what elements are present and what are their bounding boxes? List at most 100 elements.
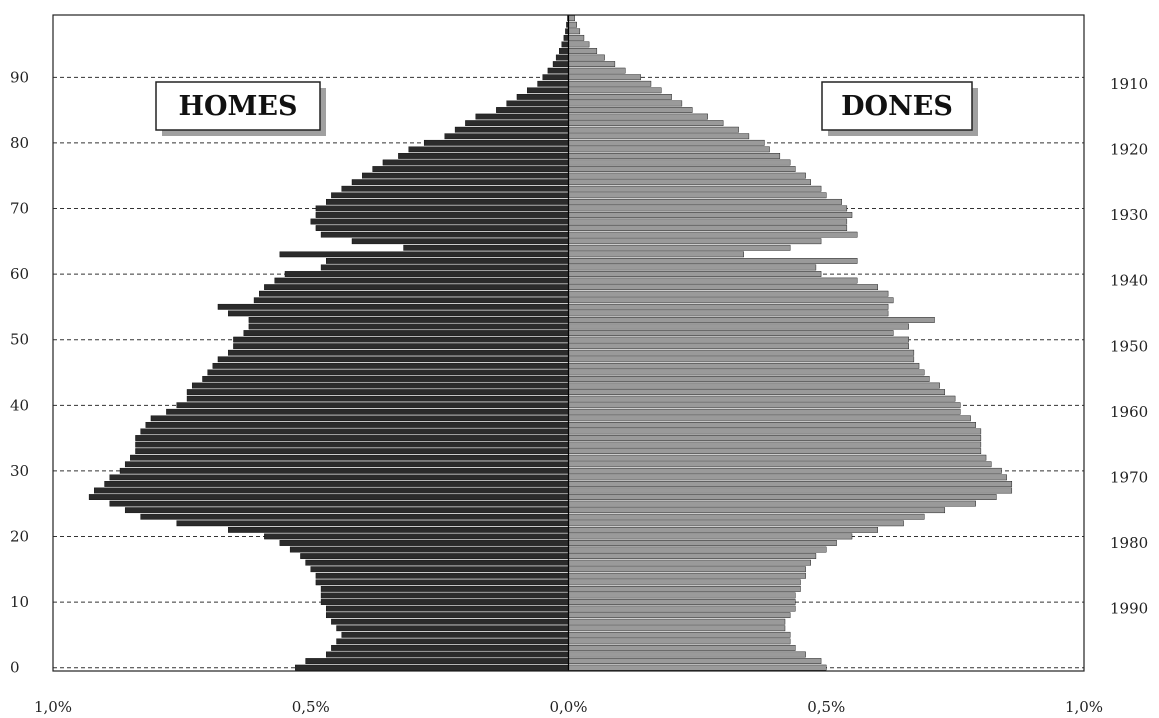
female-bar	[568, 61, 616, 67]
female-bar	[568, 599, 796, 605]
female-bar	[568, 540, 837, 546]
male-bar	[124, 507, 569, 514]
male-bar	[326, 198, 569, 205]
female-bar	[568, 231, 858, 238]
male-bar	[372, 166, 569, 172]
male-bar	[475, 113, 569, 120]
male-bar	[166, 408, 569, 415]
female-bar	[568, 258, 858, 264]
female-bar	[568, 323, 909, 330]
female-bar	[568, 133, 750, 140]
male-bar	[563, 34, 569, 41]
female-bar	[568, 297, 894, 304]
female-bar	[568, 467, 1002, 474]
female-bar	[568, 34, 585, 41]
female-bar	[568, 15, 575, 22]
female-bar	[568, 389, 946, 395]
male-bar	[176, 402, 569, 409]
female-bar	[568, 120, 724, 127]
male-bar	[444, 133, 569, 140]
male-bar	[552, 61, 569, 67]
male-bar	[300, 553, 569, 559]
male-bar	[279, 540, 569, 546]
male-bar	[362, 172, 569, 179]
female-bar	[568, 317, 935, 323]
female-bar	[568, 244, 791, 251]
male-bar	[341, 631, 569, 638]
male-bar	[555, 54, 569, 61]
male-bar	[326, 258, 569, 264]
male-bar	[331, 618, 569, 625]
age-tick-label: 90	[10, 68, 29, 86]
male-bar	[326, 605, 569, 612]
female-bar	[568, 369, 925, 376]
female-bar	[568, 153, 781, 159]
year-tick-label: 1920	[1110, 140, 1148, 158]
female-bar	[568, 139, 765, 146]
female-bar	[568, 21, 577, 28]
female-bar	[568, 572, 806, 579]
age-tick-label: 30	[10, 462, 29, 480]
female-bar	[568, 526, 878, 533]
female-bar	[568, 284, 878, 291]
male-bar	[516, 94, 569, 100]
female-bar	[568, 41, 590, 48]
female-bar	[568, 494, 997, 500]
female-bar	[568, 553, 817, 559]
male-bar	[382, 159, 569, 166]
male-bar	[295, 664, 569, 671]
male-bar	[186, 395, 569, 402]
age-axis: 0 10 20 30 40 50 60 70 80 90	[10, 68, 29, 676]
female-bar	[568, 336, 909, 343]
male-bar	[408, 146, 569, 153]
female-bar	[568, 533, 853, 540]
female-bar	[568, 461, 992, 468]
year-tick-label: 1940	[1110, 272, 1148, 290]
female-bar	[568, 166, 796, 172]
male-bar	[320, 599, 569, 605]
female-bar	[568, 113, 708, 120]
male-bar	[104, 481, 569, 487]
female-bar	[568, 422, 976, 428]
male-bar	[559, 48, 569, 54]
male-bar	[109, 500, 569, 507]
female-bar	[568, 54, 605, 61]
male-bar	[398, 153, 569, 159]
male-bars	[88, 15, 569, 671]
male-bar	[320, 586, 569, 592]
female-bar	[568, 264, 817, 271]
female-bar	[568, 205, 848, 212]
female-bar	[568, 343, 909, 350]
male-bar	[561, 41, 569, 48]
female-bar	[568, 376, 930, 382]
female-bars	[567, 15, 1013, 671]
female-bar	[568, 48, 598, 54]
female-bar	[568, 310, 889, 317]
female-bar	[568, 586, 801, 592]
year-axis: 1910 1920 1930 1940 1950 1960 1970 1980 1990	[1110, 75, 1148, 618]
homes-label-box: HOMES	[155, 81, 326, 136]
female-bar	[568, 481, 1013, 487]
male-bar	[506, 100, 569, 107]
male-bar	[310, 566, 569, 573]
year-tick-label: 1910	[1110, 75, 1148, 93]
male-bar	[331, 192, 569, 199]
female-bar	[568, 303, 889, 310]
female-bar	[568, 408, 961, 415]
dones-label: DONES	[841, 91, 953, 122]
female-bar	[568, 520, 904, 527]
male-bar	[351, 179, 569, 186]
female-bar	[568, 185, 822, 192]
male-bar	[248, 323, 569, 330]
female-bar	[568, 441, 982, 448]
female-bar	[568, 625, 786, 632]
year-tick-label: 1950	[1110, 337, 1148, 355]
year-tick-label: 1960	[1110, 403, 1148, 421]
female-bar	[568, 67, 626, 74]
female-bar	[568, 28, 581, 35]
male-bar	[135, 448, 569, 455]
female-bar	[568, 658, 822, 664]
male-bar	[248, 317, 569, 323]
male-bar	[305, 658, 569, 664]
x-tick-label: 0,0%	[549, 698, 587, 716]
